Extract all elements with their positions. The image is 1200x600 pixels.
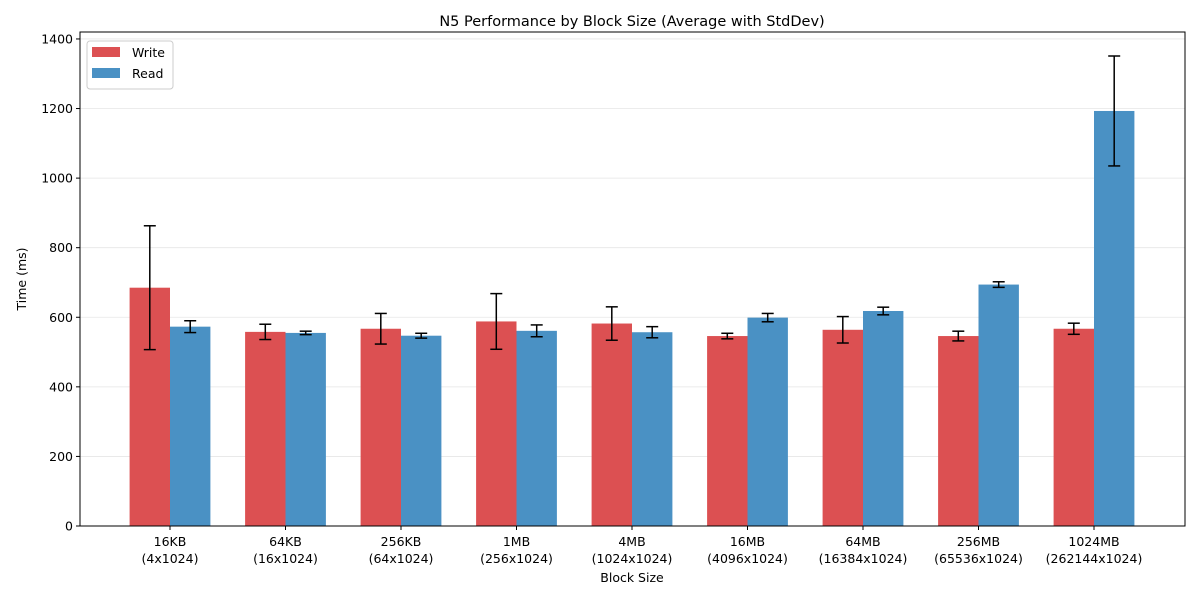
bar-read [516, 330, 557, 526]
x-tick-label: 256MB [957, 534, 1000, 549]
x-tick-label: 16MB [730, 534, 765, 549]
x-tick-sublabel: (4x1024) [142, 551, 199, 566]
x-tick-sublabel: (256x1024) [480, 551, 553, 566]
y-tick-label: 200 [49, 449, 73, 464]
bar-read [1094, 110, 1135, 526]
bar-write [938, 336, 979, 526]
legend-label-write: Write [132, 45, 165, 60]
bar-write [1053, 328, 1094, 526]
y-tick-label: 1000 [41, 171, 73, 186]
x-tick-label: 1024MB [1068, 534, 1119, 549]
bar-write [245, 331, 286, 526]
bar-write [822, 329, 863, 526]
chart-title: N5 Performance by Block Size (Average wi… [439, 14, 824, 30]
x-tick-label: 16KB [154, 534, 187, 549]
x-tick-sublabel: (65536x1024) [934, 551, 1023, 566]
bar-write [476, 321, 517, 526]
y-tick-label: 400 [49, 379, 73, 394]
x-tick-sublabel: (16384x1024) [819, 551, 908, 566]
bar-write [360, 328, 401, 526]
x-tick-sublabel: (262144x1024) [1046, 551, 1143, 566]
legend-swatch-write [92, 47, 120, 57]
bar-read [747, 317, 788, 526]
bar-read [285, 332, 326, 526]
x-tick-sublabel: (16x1024) [253, 551, 318, 566]
x-tick-label: 256KB [381, 534, 422, 549]
legend-swatch-read [92, 68, 120, 78]
x-tick-label: 1MB [503, 534, 530, 549]
legend: Write Read [86, 40, 174, 90]
x-tick-label: 4MB [618, 534, 645, 549]
y-tick-label: 1200 [41, 101, 73, 116]
x-tick-label: 64KB [269, 534, 302, 549]
y-tick-label: 1400 [41, 31, 73, 46]
x-axis-label: Block Size [600, 570, 664, 585]
bar-read [978, 284, 1019, 526]
bar-read [632, 332, 673, 526]
bars [129, 110, 1135, 526]
bar-write [707, 336, 748, 526]
x-axis: 16KB (4x1024) 64KB (16x1024) 256KB (64x1024) 1… [142, 526, 1143, 566]
bar-read [863, 311, 904, 526]
bar-write [591, 323, 632, 526]
legend-label-read: Read [132, 66, 163, 81]
bar-read [401, 335, 442, 526]
y-tick-label: 0 [65, 519, 73, 534]
x-tick-sublabel: (4096x1024) [707, 551, 788, 566]
x-tick-label: 64MB [845, 534, 880, 549]
y-tick-label: 600 [49, 310, 73, 325]
y-axis: 0 200 400 600 800 1000 1200 1400 [41, 31, 80, 534]
x-tick-sublabel: (1024x1024) [592, 551, 673, 566]
x-tick-sublabel: (64x1024) [369, 551, 434, 566]
y-tick-label: 800 [49, 240, 73, 255]
error-bars [143, 55, 1121, 351]
y-axis-label: Time (ms) [14, 247, 29, 311]
bar-read [170, 326, 211, 526]
